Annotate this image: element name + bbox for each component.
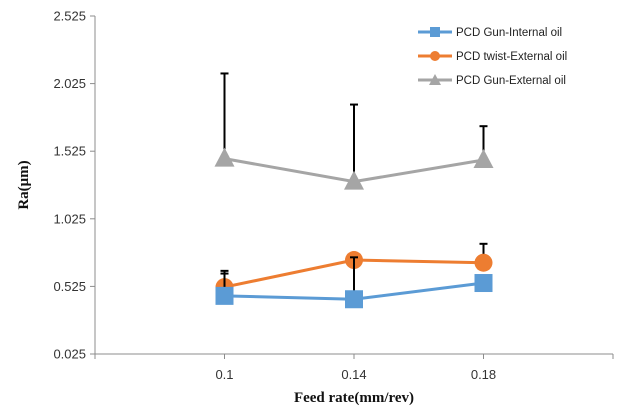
y-tick-label: 2.025 [53,76,86,91]
data-point-square [345,290,363,309]
x-ticks: 0.1 0.14 0.18 [94,354,614,382]
y-tick-label: 1.525 [53,144,86,159]
series-layer [214,72,494,309]
y-tick-label: 0.525 [53,279,86,294]
data-point-circle [474,253,493,272]
series-0 [215,256,493,309]
y-ticks: 0.025 0.525 1.025 1.525 2.025 2.525 [53,9,95,362]
legend-label: PCD twist-External oil [456,51,567,63]
y-tick-label: 2.525 [53,9,86,24]
x-tick-label: 0.1 [215,367,233,382]
data-point-triangle [473,148,494,168]
y-axis-title: Ra(μm) [16,160,32,209]
x-tick-label: 0.18 [471,367,496,382]
y-tick-label: 0.025 [53,347,86,362]
x-axis-title: Feed rate(mm/rev) [294,390,414,406]
data-point-square [215,286,234,305]
data-point-triangle [214,147,235,167]
legend-marker-triangle [429,74,441,85]
legend-marker-circle [430,51,440,61]
legend-marker-square [430,27,440,37]
legend-label: PCD Gun-Internal oil [456,27,562,39]
data-point-square [474,274,493,293]
series-2 [214,72,494,190]
x-tick-label: 0.14 [341,367,366,382]
legend-label: PCD Gun-External oil [456,75,566,87]
data-point-triangle [344,170,364,190]
legend: PCD Gun-Internal oil PCD twist-External o… [418,27,567,87]
y-tick-label: 1.025 [53,211,86,226]
